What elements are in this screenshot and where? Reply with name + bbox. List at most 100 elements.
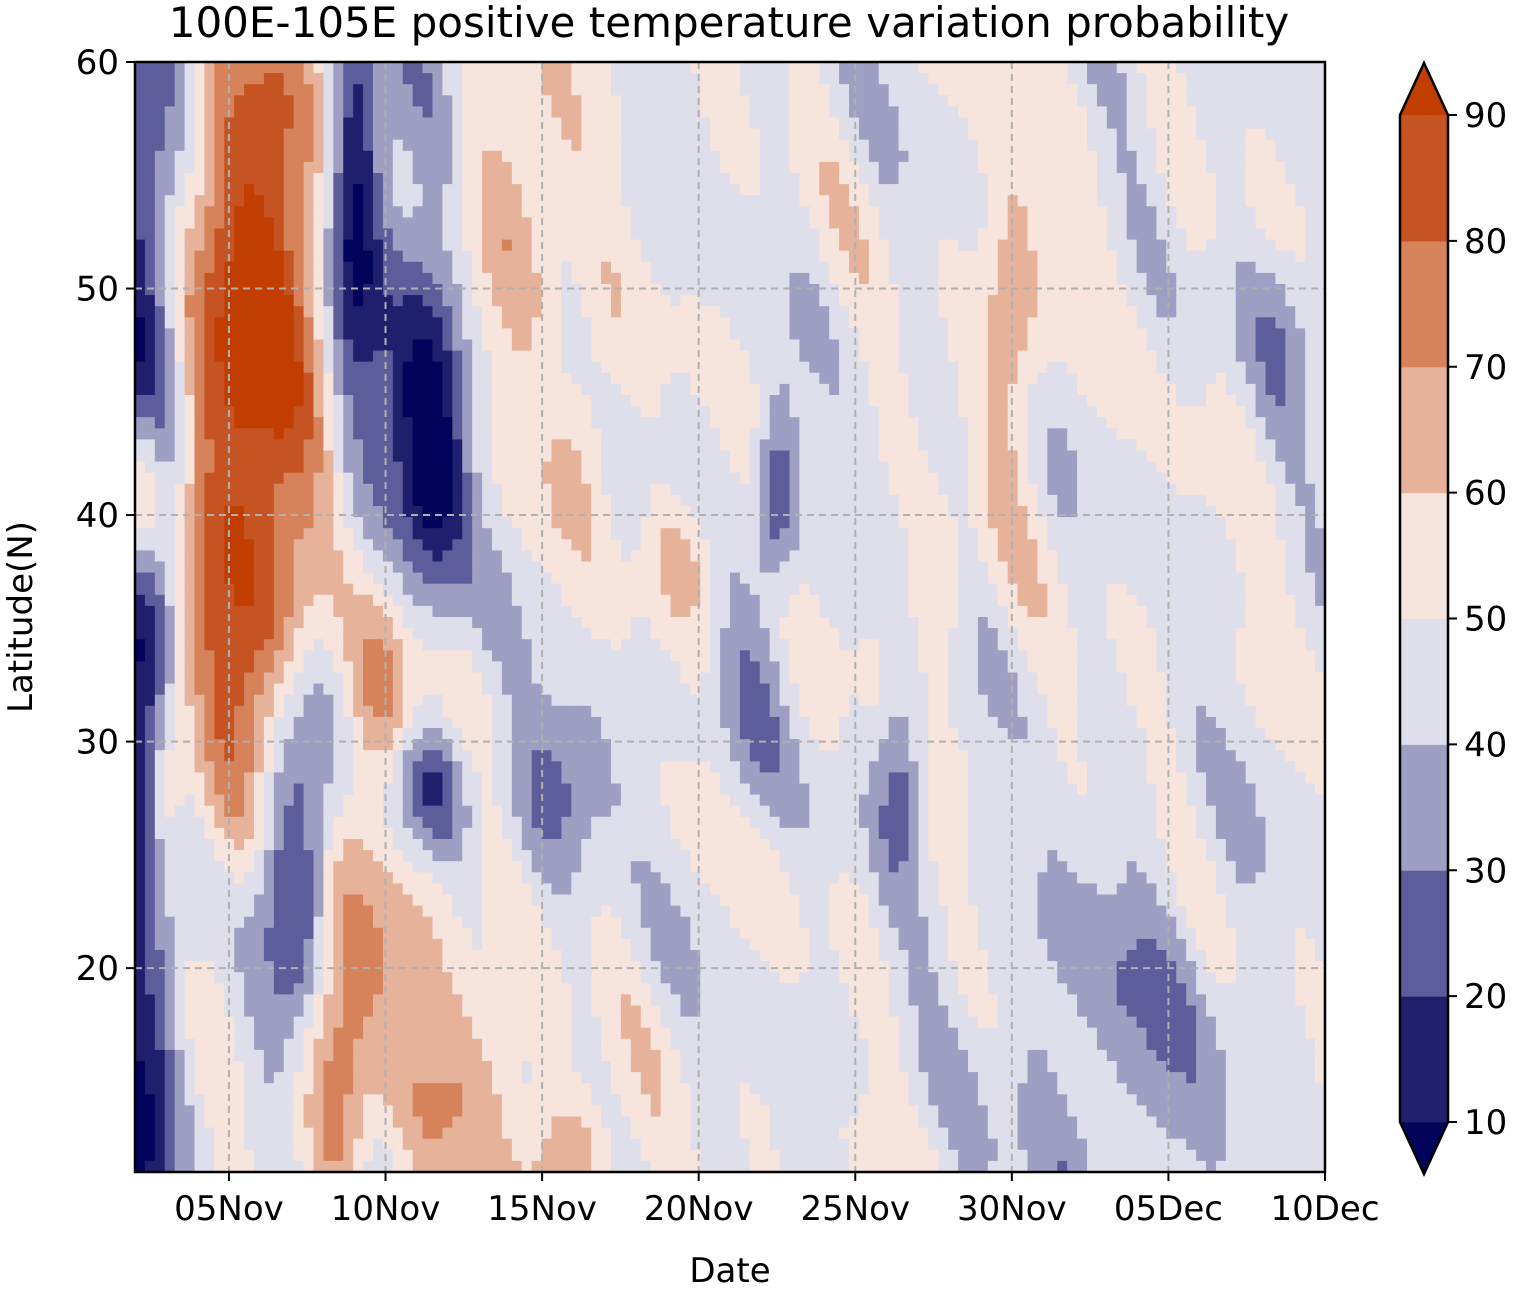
- contour-cell: [769, 350, 781, 363]
- contour-cell: [174, 62, 186, 74]
- contour-cell: [720, 195, 731, 207]
- contour-cell: [1156, 161, 1167, 174]
- contour-cell: [908, 84, 920, 96]
- contour-cell: [422, 417, 434, 429]
- contour-cell: [1136, 317, 1148, 329]
- contour-cell: [809, 250, 820, 263]
- contour-cell: [254, 73, 265, 85]
- contour-cell: [412, 239, 424, 252]
- contour-cell: [670, 139, 682, 152]
- contour-cell: [1305, 284, 1316, 296]
- contour-cell: [997, 328, 1009, 341]
- contour-cell: [1126, 272, 1138, 285]
- contour-cell: [948, 428, 959, 440]
- contour-cell: [858, 95, 870, 107]
- contour-cell: [809, 450, 820, 463]
- contour-cell: [1007, 184, 1019, 196]
- contour-cell: [1245, 417, 1257, 429]
- contour-cell: [313, 228, 325, 241]
- contour-cell: [194, 506, 206, 518]
- contour-cell: [958, 73, 969, 85]
- contour-cell: [888, 161, 900, 174]
- contour-cell: [779, 306, 791, 318]
- contour-cell: [412, 339, 424, 352]
- contour-cell: [968, 317, 979, 329]
- contour-cell: [462, 350, 473, 363]
- contour-cell: [1235, 506, 1247, 518]
- contour-cell: [363, 295, 374, 307]
- contour-cell: [154, 506, 166, 518]
- contour-cell: [1196, 228, 1207, 241]
- contour-cell: [194, 417, 206, 429]
- contour-cell: [214, 483, 225, 496]
- contour-cell: [948, 261, 959, 274]
- contour-cell: [898, 228, 910, 241]
- contour-cell: [184, 217, 196, 230]
- contour-cell: [918, 261, 929, 274]
- contour-cell: [1087, 73, 1098, 85]
- contour-cell: [452, 217, 463, 230]
- contour-cell: [1295, 395, 1306, 407]
- contour-cell: [1255, 395, 1267, 407]
- contour-cell: [452, 228, 463, 241]
- contour-cell: [254, 417, 265, 429]
- contour-cell: [839, 350, 850, 363]
- contour-cell: [164, 106, 176, 119]
- contour-cell: [244, 284, 255, 296]
- contour-cell: [353, 439, 364, 452]
- contour-cell: [759, 328, 771, 341]
- contour-cell: [809, 272, 820, 285]
- contour-cell: [283, 261, 295, 274]
- contour-cell: [1116, 184, 1128, 196]
- contour-cell: [1037, 139, 1048, 152]
- contour-cell: [908, 73, 920, 85]
- contour-cell: [1116, 494, 1128, 507]
- contour-cell: [591, 261, 602, 274]
- contour-cell: [948, 250, 959, 263]
- contour-cell: [1057, 250, 1068, 263]
- contour-cell: [730, 439, 741, 452]
- contour-cell: [254, 317, 265, 329]
- contour-cell: [1017, 372, 1029, 385]
- contour-cell: [839, 128, 850, 141]
- contour-cell: [501, 239, 513, 252]
- contour-cell: [1017, 250, 1029, 263]
- contour-cell: [462, 517, 473, 529]
- contour-cell: [1176, 228, 1187, 241]
- contour-cell: [1007, 295, 1019, 307]
- contour-cell: [1057, 128, 1068, 141]
- contour-cell: [472, 494, 483, 507]
- contour-cell: [829, 350, 840, 363]
- contour-cell: [204, 483, 215, 496]
- contour-cell: [343, 295, 354, 307]
- contour-cell: [948, 95, 959, 107]
- contour-cell: [293, 217, 305, 230]
- contour-cell: [244, 406, 255, 418]
- contour-cell: [244, 383, 255, 396]
- contour-cell: [323, 350, 334, 363]
- contour-cell: [402, 350, 414, 363]
- contour-cell: [323, 506, 334, 518]
- contour-cell: [283, 272, 295, 285]
- contour-cell: [373, 483, 384, 496]
- contour-cell: [690, 106, 701, 119]
- contour-cell: [918, 417, 929, 429]
- contour-cell: [868, 184, 880, 196]
- contour-cell: [214, 161, 225, 174]
- contour-cell: [462, 461, 473, 474]
- contour-cell: [829, 517, 840, 529]
- contour-cell: [1067, 506, 1078, 518]
- contour-cell: [541, 517, 553, 529]
- contour-cell: [1126, 406, 1138, 418]
- contour-cell: [144, 62, 156, 74]
- contour-cell: [799, 217, 810, 230]
- contour-cell: [561, 406, 572, 418]
- contour-cell: [591, 150, 602, 163]
- contour-cell: [323, 106, 334, 119]
- contour-cell: [234, 250, 245, 263]
- contour-cell: [720, 239, 731, 252]
- contour-cell: [571, 261, 582, 274]
- contour-cell: [1027, 306, 1039, 318]
- contour-cell: [1245, 84, 1257, 96]
- contour-cell: [1285, 450, 1296, 463]
